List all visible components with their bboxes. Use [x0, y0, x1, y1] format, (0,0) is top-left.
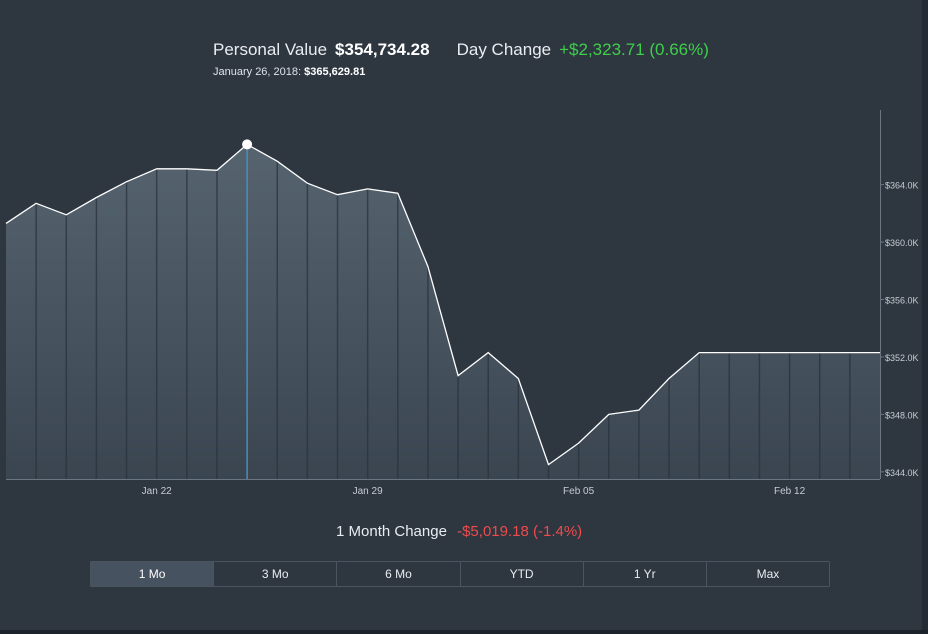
y-tick-label: $352.0K — [885, 353, 919, 363]
hover-point — [242, 139, 253, 150]
range-max-button[interactable]: Max — [706, 562, 830, 586]
range-1mo-button[interactable]: 1 Mo — [91, 562, 215, 586]
area-fill — [6, 144, 880, 479]
range-1yr-button[interactable]: 1 Yr — [583, 562, 707, 586]
y-tick-label: $344.0K — [885, 468, 919, 478]
range-3mo-button[interactable]: 3 Mo — [214, 562, 338, 586]
range-ytd-button[interactable]: YTD — [460, 562, 584, 586]
y-tick-label: $360.0K — [885, 238, 919, 248]
y-tick-label: $364.0K — [885, 181, 919, 191]
y-tick-label: $356.0K — [885, 296, 919, 306]
hover-readout: January 26, 2018: $365,629.81 — [213, 66, 709, 78]
header-summary-row: Personal Value $354,734.28 Day Change +$… — [213, 40, 709, 60]
personal-value: $354,734.28 — [335, 40, 430, 59]
y-tick-label: $348.0K — [885, 410, 919, 420]
x-tick-label: Feb 05 — [563, 486, 595, 497]
month-change-label: 1 Month Change — [336, 523, 447, 540]
series-line — [5, 143, 880, 466]
day-change-label: Day Change — [456, 40, 552, 59]
personal-value-label: Personal Value — [213, 40, 328, 59]
range-6mo-button[interactable]: 6 Mo — [337, 562, 461, 586]
day-change-value: +$2,323.71 (0.66%) — [559, 40, 709, 59]
month-change-value: -$5,019.18 (-1.4%) — [457, 523, 583, 540]
window-edge-right — [922, 0, 928, 634]
x-tick-label: Feb 12 — [774, 486, 806, 497]
month-change: 1 Month Change -$5,019.18 (-1.4%) — [336, 523, 582, 540]
x-tick-label: Jan 29 — [353, 486, 383, 497]
portfolio-header: Personal Value $354,734.28 Day Change +$… — [213, 40, 709, 78]
portfolio-chart[interactable]: $364.0K $360.0K $356.0K $352.0K $348.0K $344.… — [0, 110, 928, 510]
window-edge-bottom — [0, 630, 928, 634]
hover-date: January 26, 2018: — [213, 66, 302, 78]
time-range-selector: 1 Mo 3 Mo 6 Mo YTD 1 Yr Max — [90, 561, 830, 587]
hover-value: $365,629.81 — [304, 66, 366, 78]
x-tick-label: Jan 22 — [142, 486, 172, 497]
